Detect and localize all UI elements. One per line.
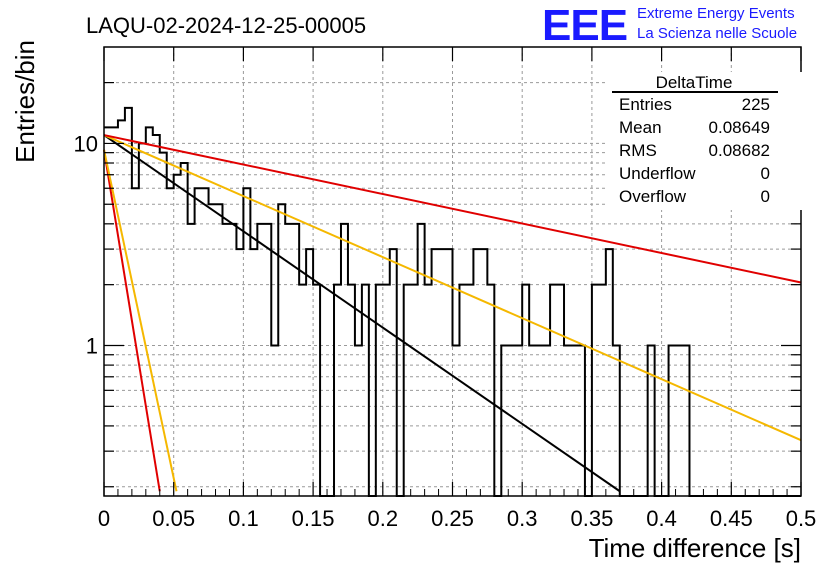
fit-line-4: [103, 149, 178, 492]
x-tick-label-9: 0.45: [710, 506, 753, 531]
fit-line-2: [103, 134, 802, 284]
stats-entries-value: 225: [742, 95, 770, 114]
x-tick-label-2: 0.1: [228, 506, 259, 531]
stats-name: DeltaTime: [656, 73, 733, 92]
stats-box: DeltaTime Entries 225 Mean 0.08649 RMS 0…: [606, 72, 802, 210]
fit-line-0: [103, 134, 621, 493]
x-tick-label-5: 0.25: [431, 506, 474, 531]
stats-rms-value: 0.08682: [709, 141, 770, 160]
stats-mean-value: 0.08649: [709, 118, 770, 137]
eee-logo-icon: EEE: [542, 1, 627, 50]
chart-title: LAQU-02-2024-12-25-00005: [86, 13, 366, 38]
x-tick-label-0: 0: [98, 506, 110, 531]
x-tick-label-7: 0.35: [570, 506, 613, 531]
stats-overflow-value: 0: [761, 187, 770, 206]
stats-mean-label: Mean: [619, 118, 662, 137]
y-tick-label-0: 1: [86, 334, 98, 359]
x-tick-label-1: 0.05: [152, 506, 195, 531]
x-axis-label: Time difference [s]: [589, 533, 801, 563]
logo-line-1: Extreme Energy Events: [637, 5, 795, 22]
fit-line-3: [103, 149, 161, 492]
stats-rms-label: RMS: [619, 141, 657, 160]
x-tick-label-6: 0.3: [507, 506, 538, 531]
x-tick-label-10: 0.5: [786, 506, 817, 531]
fit-line-1: [103, 134, 802, 442]
y-tick-label-1: 10: [74, 131, 98, 156]
x-tick-label-4: 0.2: [368, 506, 399, 531]
fit-lines: [103, 134, 802, 493]
x-tick-label-8: 0.4: [646, 506, 677, 531]
stats-entries-label: Entries: [619, 95, 672, 114]
stats-overflow-label: Overflow: [619, 187, 687, 206]
stats-underflow-label: Underflow: [619, 164, 696, 183]
stats-underflow-value: 0: [761, 164, 770, 183]
logo-line-2: La Scienza nelle Scuole: [637, 25, 797, 42]
y-axis-label: Entries/bin: [10, 40, 40, 163]
x-tick-label-3: 0.15: [292, 506, 335, 531]
